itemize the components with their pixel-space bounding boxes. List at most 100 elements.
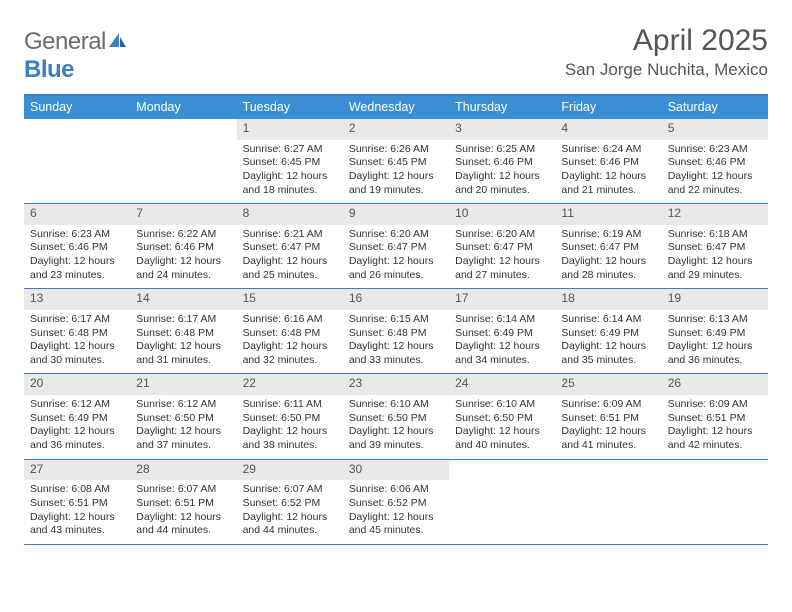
daylight-line: Daylight: 12 hours and 27 minutes. (455, 255, 549, 282)
day-details: Sunrise: 6:26 AMSunset: 6:45 PMDaylight:… (343, 140, 449, 204)
daylight-line: Daylight: 12 hours and 42 minutes. (668, 425, 762, 452)
day-details: Sunrise: 6:12 AMSunset: 6:49 PMDaylight:… (24, 395, 130, 459)
day-details: Sunrise: 6:15 AMSunset: 6:48 PMDaylight:… (343, 310, 449, 374)
title-block: April 2025 San Jorge Nuchita, Mexico (565, 24, 768, 80)
day-number: 5 (662, 119, 768, 140)
sunset-line: Sunset: 6:48 PM (30, 327, 124, 341)
sunset-line: Sunset: 6:52 PM (243, 497, 337, 511)
day-number: 12 (662, 204, 768, 225)
calendar-cell: 18Sunrise: 6:14 AMSunset: 6:49 PMDayligh… (555, 289, 661, 373)
sunset-line: Sunset: 6:50 PM (243, 412, 337, 426)
day-details: Sunrise: 6:23 AMSunset: 6:46 PMDaylight:… (24, 225, 130, 289)
logo-word-1: General (24, 28, 106, 55)
day-details: Sunrise: 6:11 AMSunset: 6:50 PMDaylight:… (237, 395, 343, 459)
sunrise-line: Sunrise: 6:14 AM (455, 313, 549, 327)
sunset-line: Sunset: 6:49 PM (455, 327, 549, 341)
calendar-cell: 3Sunrise: 6:25 AMSunset: 6:46 PMDaylight… (449, 119, 555, 203)
dow-row: SundayMondayTuesdayWednesdayThursdayFrid… (24, 96, 768, 119)
header: GeneralBlue April 2025 San Jorge Nuchita… (24, 24, 768, 84)
calendar-cell: 11Sunrise: 6:19 AMSunset: 6:47 PMDayligh… (555, 204, 661, 288)
day-details: Sunrise: 6:17 AMSunset: 6:48 PMDaylight:… (130, 310, 236, 374)
sunset-line: Sunset: 6:51 PM (668, 412, 762, 426)
day-details: Sunrise: 6:07 AMSunset: 6:51 PMDaylight:… (130, 480, 236, 544)
daylight-line: Daylight: 12 hours and 24 minutes. (136, 255, 230, 282)
day-details: Sunrise: 6:09 AMSunset: 6:51 PMDaylight:… (662, 395, 768, 459)
sunset-line: Sunset: 6:46 PM (455, 156, 549, 170)
sunset-line: Sunset: 6:47 PM (561, 241, 655, 255)
week-row: 27Sunrise: 6:08 AMSunset: 6:51 PMDayligh… (24, 460, 768, 545)
daylight-line: Daylight: 12 hours and 39 minutes. (349, 425, 443, 452)
sunset-line: Sunset: 6:48 PM (136, 327, 230, 341)
day-number: 30 (343, 460, 449, 481)
day-details: Sunrise: 6:08 AMSunset: 6:51 PMDaylight:… (24, 480, 130, 544)
day-number: 24 (449, 374, 555, 395)
sunrise-line: Sunrise: 6:23 AM (668, 143, 762, 157)
dow-wednesday: Wednesday (343, 96, 449, 119)
day-details: Sunrise: 6:12 AMSunset: 6:50 PMDaylight:… (130, 395, 236, 459)
sunrise-line: Sunrise: 6:20 AM (455, 228, 549, 242)
day-details: Sunrise: 6:19 AMSunset: 6:47 PMDaylight:… (555, 225, 661, 289)
calendar-cell: 26Sunrise: 6:09 AMSunset: 6:51 PMDayligh… (662, 374, 768, 458)
daylight-line: Daylight: 12 hours and 44 minutes. (243, 511, 337, 538)
daylight-line: Daylight: 12 hours and 32 minutes. (243, 340, 337, 367)
daylight-line: Daylight: 12 hours and 19 minutes. (349, 170, 443, 197)
sunrise-line: Sunrise: 6:10 AM (455, 398, 549, 412)
sunrise-line: Sunrise: 6:19 AM (561, 228, 655, 242)
day-number: 17 (449, 289, 555, 310)
dow-saturday: Saturday (662, 96, 768, 119)
daylight-line: Daylight: 12 hours and 36 minutes. (30, 425, 124, 452)
dow-sunday: Sunday (24, 96, 130, 119)
calendar-cell: 30Sunrise: 6:06 AMSunset: 6:52 PMDayligh… (343, 460, 449, 544)
dow-tuesday: Tuesday (237, 96, 343, 119)
logo: GeneralBlue (24, 24, 127, 84)
calendar-cell: 24Sunrise: 6:10 AMSunset: 6:50 PMDayligh… (449, 374, 555, 458)
calendar-cell (662, 460, 768, 544)
week-row: 13Sunrise: 6:17 AMSunset: 6:48 PMDayligh… (24, 289, 768, 374)
daylight-line: Daylight: 12 hours and 34 minutes. (455, 340, 549, 367)
day-details: Sunrise: 6:10 AMSunset: 6:50 PMDaylight:… (449, 395, 555, 459)
sunrise-line: Sunrise: 6:21 AM (243, 228, 337, 242)
sunset-line: Sunset: 6:50 PM (455, 412, 549, 426)
sunrise-line: Sunrise: 6:17 AM (136, 313, 230, 327)
day-number: 19 (662, 289, 768, 310)
day-details: Sunrise: 6:23 AMSunset: 6:46 PMDaylight:… (662, 140, 768, 204)
day-number: 14 (130, 289, 236, 310)
calendar-cell: 7Sunrise: 6:22 AMSunset: 6:46 PMDaylight… (130, 204, 236, 288)
calendar: SundayMondayTuesdayWednesdayThursdayFrid… (24, 94, 768, 545)
daylight-line: Daylight: 12 hours and 22 minutes. (668, 170, 762, 197)
calendar-cell: 9Sunrise: 6:20 AMSunset: 6:47 PMDaylight… (343, 204, 449, 288)
calendar-cell: 8Sunrise: 6:21 AMSunset: 6:47 PMDaylight… (237, 204, 343, 288)
day-number: 13 (24, 289, 130, 310)
day-details: Sunrise: 6:20 AMSunset: 6:47 PMDaylight:… (343, 225, 449, 289)
day-details: Sunrise: 6:10 AMSunset: 6:50 PMDaylight:… (343, 395, 449, 459)
calendar-cell: 25Sunrise: 6:09 AMSunset: 6:51 PMDayligh… (555, 374, 661, 458)
daylight-line: Daylight: 12 hours and 28 minutes. (561, 255, 655, 282)
day-details: Sunrise: 6:17 AMSunset: 6:48 PMDaylight:… (24, 310, 130, 374)
day-number: 20 (24, 374, 130, 395)
sunset-line: Sunset: 6:49 PM (30, 412, 124, 426)
sunset-line: Sunset: 6:49 PM (561, 327, 655, 341)
calendar-cell: 6Sunrise: 6:23 AMSunset: 6:46 PMDaylight… (24, 204, 130, 288)
sunrise-line: Sunrise: 6:08 AM (30, 483, 124, 497)
day-number: 2 (343, 119, 449, 140)
sunrise-line: Sunrise: 6:14 AM (561, 313, 655, 327)
day-details: Sunrise: 6:13 AMSunset: 6:49 PMDaylight:… (662, 310, 768, 374)
calendar-cell: 27Sunrise: 6:08 AMSunset: 6:51 PMDayligh… (24, 460, 130, 544)
sunrise-line: Sunrise: 6:24 AM (561, 143, 655, 157)
day-number: 27 (24, 460, 130, 481)
daylight-line: Daylight: 12 hours and 41 minutes. (561, 425, 655, 452)
calendar-cell: 2Sunrise: 6:26 AMSunset: 6:45 PMDaylight… (343, 119, 449, 203)
sunset-line: Sunset: 6:51 PM (30, 497, 124, 511)
location: San Jorge Nuchita, Mexico (565, 60, 768, 80)
calendar-cell: 21Sunrise: 6:12 AMSunset: 6:50 PMDayligh… (130, 374, 236, 458)
sunrise-line: Sunrise: 6:11 AM (243, 398, 337, 412)
sunrise-line: Sunrise: 6:10 AM (349, 398, 443, 412)
sunset-line: Sunset: 6:47 PM (668, 241, 762, 255)
daylight-line: Daylight: 12 hours and 33 minutes. (349, 340, 443, 367)
day-number: 28 (130, 460, 236, 481)
week-row: 6Sunrise: 6:23 AMSunset: 6:46 PMDaylight… (24, 204, 768, 289)
day-number: 6 (24, 204, 130, 225)
sunset-line: Sunset: 6:47 PM (243, 241, 337, 255)
logo-word-2: Blue (24, 56, 74, 83)
day-number: 26 (662, 374, 768, 395)
